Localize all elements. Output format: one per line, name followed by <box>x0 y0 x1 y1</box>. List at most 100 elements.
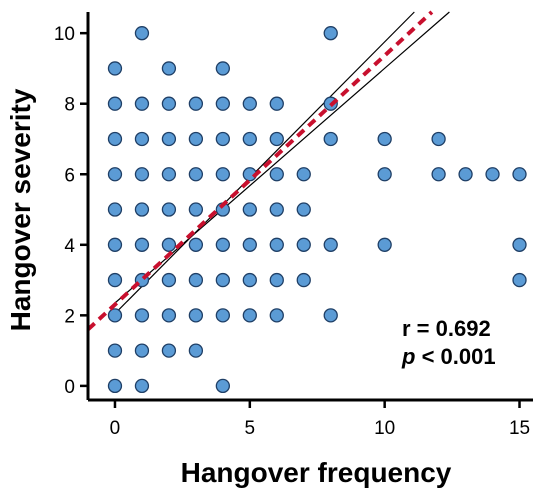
data-point <box>215 272 230 288</box>
data-point <box>377 131 392 147</box>
data-point <box>188 131 204 147</box>
data-point <box>107 343 123 358</box>
p-symbol: p <box>401 344 415 369</box>
data-point <box>242 96 257 111</box>
y-tick-label: 6 <box>64 165 75 186</box>
data-point <box>188 96 204 111</box>
data-point <box>188 343 204 358</box>
data-point <box>215 61 230 76</box>
data-point <box>215 378 230 394</box>
ci-lower-line <box>114 11 450 304</box>
y-tick-label: 8 <box>64 95 75 116</box>
data-point <box>161 61 177 76</box>
data-point <box>161 272 177 288</box>
regression-line-group <box>86 10 434 331</box>
data-point <box>269 272 284 288</box>
data-point <box>188 272 204 288</box>
ci-upper-line <box>114 11 415 315</box>
data-point <box>107 202 123 217</box>
confidence-band <box>114 11 450 315</box>
data-point <box>107 167 123 182</box>
tick-labels: 0 5 10 15 0 2 4 6 8 10 <box>54 24 530 439</box>
axes <box>80 12 533 408</box>
data-point <box>134 378 150 394</box>
data-point <box>242 202 257 217</box>
data-point <box>377 167 392 182</box>
data-point <box>269 202 284 217</box>
data-point <box>242 308 257 323</box>
data-point <box>107 378 123 394</box>
data-point <box>134 237 150 252</box>
data-point <box>215 96 230 111</box>
data-point <box>215 237 230 252</box>
x-axis-title: Hangover frequency <box>181 457 452 488</box>
data-point <box>269 308 284 323</box>
data-point <box>134 26 150 41</box>
data-point <box>485 167 500 182</box>
data-point <box>188 167 204 182</box>
data-point <box>134 343 150 358</box>
data-point <box>161 237 177 252</box>
x-tick-label: 0 <box>110 418 121 439</box>
data-point <box>107 308 123 323</box>
data-point <box>188 237 204 252</box>
data-point <box>323 131 338 147</box>
data-point <box>323 237 338 252</box>
p-value-label: p < 0.001 <box>401 344 496 369</box>
data-point <box>215 167 230 182</box>
data-point <box>431 167 446 182</box>
data-point <box>134 202 150 217</box>
data-point <box>134 167 150 182</box>
data-point <box>512 272 527 288</box>
p-value-rest: < 0.001 <box>415 344 495 369</box>
data-point <box>269 167 284 182</box>
data-point <box>215 308 230 323</box>
data-point <box>323 26 338 41</box>
data-point <box>512 237 527 252</box>
data-points <box>107 26 527 394</box>
x-tick-label: 15 <box>509 418 530 439</box>
data-point <box>107 237 123 252</box>
data-point <box>161 343 177 358</box>
y-tick-label: 10 <box>54 24 75 45</box>
data-point <box>188 308 204 323</box>
y-tick-label: 2 <box>64 306 75 327</box>
data-point <box>269 237 284 252</box>
data-point <box>161 167 177 182</box>
data-point <box>161 131 177 147</box>
data-point <box>269 131 284 147</box>
data-point <box>134 96 150 111</box>
data-point <box>242 272 257 288</box>
correlation-label: r = 0.692 <box>402 316 491 341</box>
regression-line <box>86 10 434 331</box>
data-point <box>296 237 311 252</box>
data-point <box>107 131 123 147</box>
data-point <box>242 237 257 252</box>
x-tick-label: 5 <box>245 418 256 439</box>
y-tick-label: 4 <box>64 236 75 257</box>
data-point <box>161 96 177 111</box>
y-tick-label: 0 <box>64 377 75 398</box>
data-point <box>107 96 123 111</box>
data-point <box>458 167 473 182</box>
data-point <box>431 131 446 147</box>
data-point <box>296 272 311 288</box>
data-point <box>188 202 204 217</box>
data-point <box>242 131 257 147</box>
data-point <box>269 96 284 111</box>
data-point <box>215 131 230 147</box>
data-point <box>107 272 123 288</box>
data-point <box>161 308 177 323</box>
data-point <box>323 308 338 323</box>
data-point <box>134 131 150 147</box>
x-tick-label: 10 <box>374 418 395 439</box>
data-point <box>512 167 527 182</box>
data-point <box>296 202 311 217</box>
y-axis-title: Hangover severity <box>5 88 36 331</box>
data-point <box>296 167 311 182</box>
data-point <box>134 308 150 323</box>
data-point <box>161 202 177 217</box>
data-point <box>107 61 123 76</box>
data-point <box>377 237 392 252</box>
